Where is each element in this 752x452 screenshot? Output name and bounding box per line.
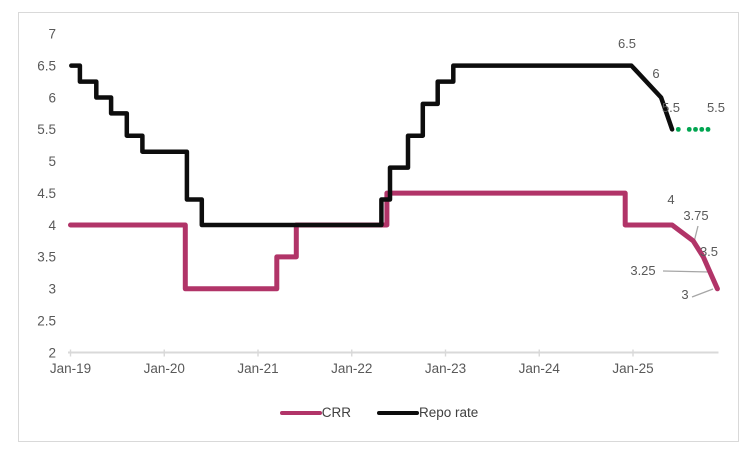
x-axis-label: Jan-21 bbox=[237, 361, 278, 376]
y-axis-label: 4 bbox=[48, 218, 56, 233]
y-axis-label: 6.5 bbox=[37, 58, 56, 73]
x-axis-label: Jan-20 bbox=[144, 361, 185, 376]
y-axis-label: 3 bbox=[48, 282, 56, 297]
projection-dot bbox=[705, 126, 711, 132]
crr-line-swatch bbox=[279, 410, 322, 415]
y-axis-label: 6 bbox=[48, 90, 56, 105]
y-axis-label: 2.5 bbox=[37, 313, 56, 328]
data-label: 3 bbox=[681, 287, 688, 302]
legend-item-crr: CRR bbox=[279, 405, 351, 420]
data-label: 5.5 bbox=[662, 100, 680, 115]
y-axis-label: 5.5 bbox=[37, 122, 56, 137]
legend-item-repo-rate: Repo rate bbox=[376, 405, 479, 420]
y-axis-label: 7 bbox=[48, 27, 56, 42]
label-leader-line bbox=[691, 288, 714, 298]
data-label: 6.5 bbox=[618, 36, 636, 51]
y-axis-label: 3.5 bbox=[37, 250, 56, 265]
x-axis-label: Jan-19 bbox=[50, 361, 91, 376]
y-axis-label: 4.5 bbox=[37, 186, 56, 201]
data-label: 3.25 bbox=[630, 263, 655, 278]
data-label: 4 bbox=[667, 192, 674, 207]
projection-dot bbox=[686, 126, 692, 132]
projection-dot bbox=[699, 126, 705, 132]
x-axis-label: Jan-23 bbox=[425, 361, 466, 376]
label-leader-line bbox=[662, 270, 711, 273]
data-label: 6 bbox=[652, 66, 659, 81]
projection-dot bbox=[675, 126, 681, 132]
y-axis-label: 5 bbox=[48, 154, 56, 169]
repo-rate-line-swatch bbox=[376, 410, 419, 415]
x-axis-label: Jan-24 bbox=[519, 361, 561, 376]
y-axis-label: 2 bbox=[48, 345, 56, 360]
data-label: 5.5 bbox=[707, 100, 725, 115]
projection-dot bbox=[693, 126, 698, 132]
data-label: 3.75 bbox=[683, 208, 708, 223]
x-axis-label: Jan-22 bbox=[331, 361, 372, 376]
data-label: 3.5 bbox=[700, 244, 718, 259]
repo-rate-line bbox=[69, 63, 675, 228]
crr-line bbox=[68, 190, 720, 292]
legend-label-crr: CRR bbox=[321, 405, 351, 420]
chart-legend: CRR Repo rate bbox=[18, 406, 740, 420]
legend-label-repo-rate: Repo rate bbox=[418, 405, 479, 420]
x-axis-label: Jan-25 bbox=[612, 361, 653, 376]
